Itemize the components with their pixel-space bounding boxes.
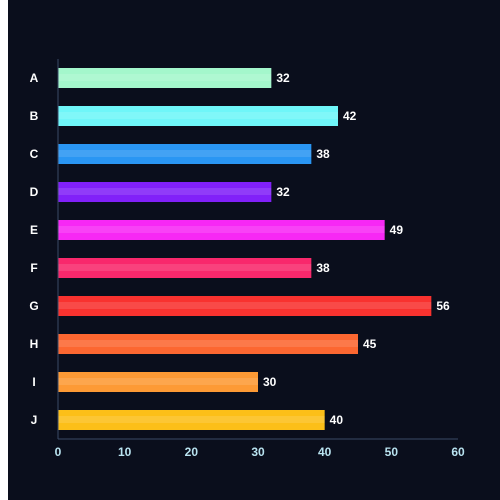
chart-panel: A B C D E F G H I J 32 42 38 32 49 38 56 45 30 40 0 10 20 30 4…: [8, 0, 500, 500]
category-label-I: I: [32, 375, 35, 389]
bar-highlight-A: [58, 74, 272, 81]
value-label-F: 38: [316, 261, 330, 275]
axes-group: [57, 59, 458, 440]
value-label-J: 40: [330, 413, 344, 427]
x-tick-label-50: 50: [385, 445, 399, 459]
bar-B: [58, 106, 338, 126]
bar-highlight-F: [58, 264, 312, 271]
bar-I: [58, 372, 258, 392]
category-label-D: D: [30, 185, 39, 199]
value-label-H: 45: [363, 337, 377, 351]
value-label-I: 30: [263, 375, 277, 389]
x-tick-label-10: 10: [118, 445, 132, 459]
x-tick-label-20: 20: [185, 445, 199, 459]
bar-highlight-H: [58, 340, 358, 347]
x-tick-labels: 0 10 20 30 40 50 60: [55, 445, 465, 459]
bar-highlight-I: [58, 378, 258, 385]
category-label-H: H: [30, 337, 39, 351]
x-tick-label-40: 40: [318, 445, 332, 459]
bar-highlight-G: [58, 302, 432, 309]
value-label-B: 42: [343, 109, 357, 123]
value-labels: 32 42 38 32 49 38 56 45 30 40: [263, 71, 450, 427]
bar-J: [58, 410, 325, 430]
x-tick-label-60: 60: [451, 445, 465, 459]
x-tick-label-30: 30: [251, 445, 265, 459]
bar-G: [58, 296, 432, 316]
bar-highlight-D: [58, 188, 272, 195]
category-label-J: J: [31, 413, 38, 427]
bar-A: [58, 68, 272, 88]
bar-highlight-E: [58, 226, 385, 233]
bars-group: [58, 68, 432, 430]
bar-highlight-B: [58, 112, 338, 119]
value-label-D: 32: [276, 185, 290, 199]
category-label-E: E: [30, 223, 38, 237]
bar-C: [58, 144, 312, 164]
value-label-G: 56: [436, 299, 450, 313]
bar-F: [58, 258, 312, 278]
value-label-C: 38: [316, 147, 330, 161]
category-label-C: C: [30, 147, 39, 161]
category-label-G: G: [29, 299, 38, 313]
category-label-A: A: [30, 71, 39, 85]
value-label-A: 32: [276, 71, 290, 85]
bar-H: [58, 334, 358, 354]
category-labels: A B C D E F G H I J: [29, 71, 38, 427]
bar-chart: A B C D E F G H I J 32 42 38 32 49 38 56 45 30 40 0 10 20 30 4…: [29, 59, 465, 459]
bar-E: [58, 220, 385, 240]
x-tick-label-0: 0: [55, 445, 62, 459]
bar-highlight-J: [58, 416, 325, 423]
category-label-B: B: [30, 109, 39, 123]
value-label-E: 49: [390, 223, 404, 237]
bar-highlight-C: [58, 150, 312, 157]
bar-D: [58, 182, 272, 202]
category-label-F: F: [30, 261, 37, 275]
